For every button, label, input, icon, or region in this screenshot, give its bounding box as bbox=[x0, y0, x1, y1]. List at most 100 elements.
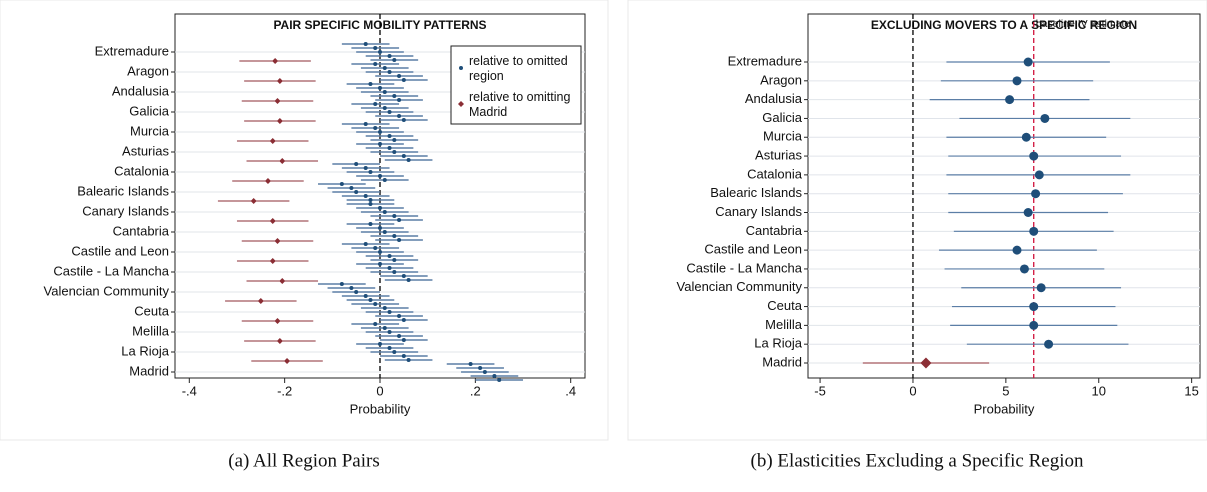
point bbox=[274, 318, 281, 324]
point bbox=[354, 162, 359, 166]
y-tick-label: Castile and Leon bbox=[704, 242, 802, 257]
point bbox=[1036, 283, 1046, 293]
plot-frame bbox=[807, 13, 1201, 379]
x-tick-label: -.4 bbox=[182, 383, 197, 398]
point bbox=[382, 306, 387, 310]
y-tick-label: Asturias bbox=[122, 143, 169, 158]
point bbox=[397, 218, 402, 222]
point bbox=[1019, 264, 1029, 274]
point bbox=[401, 354, 406, 358]
legend-marker bbox=[459, 66, 463, 70]
y-tick-label: Ceuta bbox=[134, 303, 169, 318]
point bbox=[279, 278, 286, 284]
point bbox=[269, 138, 276, 144]
y-tick-label: Balearic Islands bbox=[77, 183, 169, 198]
point bbox=[401, 274, 406, 278]
x-tick-label: 5 bbox=[1002, 383, 1009, 398]
point bbox=[378, 342, 382, 346]
point bbox=[382, 106, 387, 110]
point bbox=[349, 186, 354, 190]
y-tick-label: Madrid bbox=[129, 363, 169, 378]
y-tick-label: Galicia bbox=[762, 110, 803, 125]
point bbox=[339, 282, 344, 286]
x-axis-title: Probability bbox=[350, 401, 411, 416]
point bbox=[1021, 132, 1031, 142]
point bbox=[382, 210, 387, 214]
point bbox=[378, 174, 382, 178]
point bbox=[387, 54, 392, 58]
y-tick-label: Castile - La Mancha bbox=[686, 260, 802, 275]
point bbox=[272, 58, 279, 64]
point bbox=[382, 90, 387, 94]
point bbox=[387, 134, 392, 138]
y-tick-label: Murcia bbox=[130, 123, 170, 138]
point bbox=[392, 234, 397, 238]
y-tick-label: Cantabria bbox=[746, 223, 803, 238]
y-tick-label: Murcia bbox=[763, 129, 803, 144]
point bbox=[373, 126, 378, 130]
y-tick-label: Asturias bbox=[755, 148, 802, 163]
point bbox=[1023, 208, 1033, 217]
point bbox=[406, 158, 411, 162]
point bbox=[406, 278, 411, 282]
point bbox=[250, 198, 257, 204]
x-tick-label: 0 bbox=[376, 383, 383, 398]
point bbox=[1029, 320, 1039, 330]
legend-label: relative to omitted region bbox=[469, 54, 568, 83]
point bbox=[368, 222, 373, 226]
point bbox=[373, 62, 378, 66]
point bbox=[387, 70, 392, 74]
point bbox=[378, 262, 382, 266]
point bbox=[497, 378, 502, 382]
point bbox=[368, 202, 373, 206]
point bbox=[397, 74, 402, 78]
x-axis-title: Probability bbox=[974, 401, 1035, 416]
legend-box bbox=[450, 45, 582, 125]
y-tick-label: Canary Islands bbox=[715, 204, 802, 219]
point bbox=[257, 298, 264, 304]
point bbox=[382, 326, 387, 330]
point bbox=[392, 270, 397, 274]
legend-marker bbox=[458, 101, 464, 107]
point bbox=[373, 46, 378, 50]
y-tick-label: Andalusia bbox=[112, 83, 170, 98]
point bbox=[1034, 170, 1044, 180]
point bbox=[401, 118, 406, 122]
point bbox=[401, 154, 406, 158]
point bbox=[349, 286, 354, 290]
point bbox=[378, 206, 382, 210]
point bbox=[382, 66, 387, 70]
point bbox=[1044, 339, 1054, 349]
y-tick-label: Catalonia bbox=[114, 163, 170, 178]
point bbox=[392, 94, 397, 98]
y-tick-label: Aragon bbox=[760, 72, 802, 87]
x-tick-label: .2 bbox=[470, 383, 481, 398]
legend-label: relative to omitting Madrid bbox=[469, 90, 571, 119]
point bbox=[401, 78, 406, 82]
y-tick-label: Aragon bbox=[127, 63, 169, 78]
point bbox=[378, 130, 382, 134]
point bbox=[387, 330, 392, 334]
point bbox=[368, 82, 373, 86]
point bbox=[468, 362, 473, 366]
point bbox=[382, 230, 387, 234]
point bbox=[392, 58, 397, 62]
point bbox=[373, 246, 378, 250]
point bbox=[1012, 245, 1022, 255]
point bbox=[373, 302, 378, 306]
point bbox=[284, 358, 291, 364]
point bbox=[387, 266, 392, 270]
point bbox=[1031, 189, 1041, 199]
y-tick-label: Balearic Islands bbox=[710, 185, 802, 200]
y-tick-label: Extremadure bbox=[95, 43, 169, 58]
point bbox=[269, 258, 276, 264]
point bbox=[279, 158, 286, 164]
point bbox=[276, 78, 283, 84]
point bbox=[373, 322, 378, 326]
point bbox=[1040, 113, 1050, 123]
y-tick-label: Valencian Community bbox=[44, 283, 170, 298]
point bbox=[269, 218, 276, 224]
y-tick-label: Cantabria bbox=[113, 223, 170, 238]
x-tick-label: 0 bbox=[909, 383, 916, 398]
